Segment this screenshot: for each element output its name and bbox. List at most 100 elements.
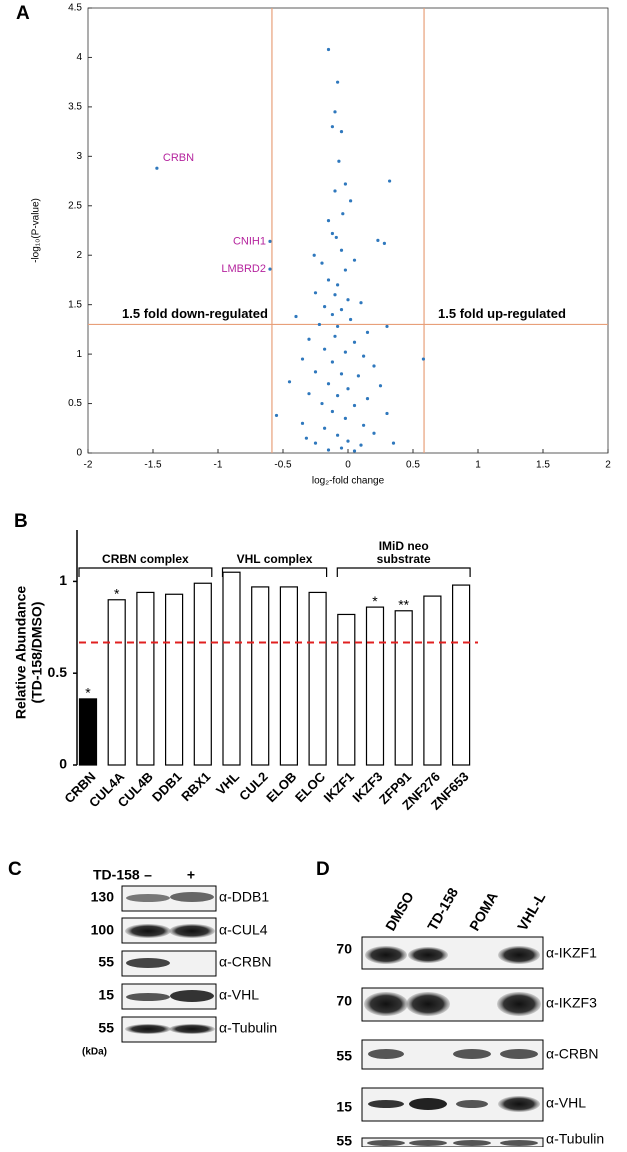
- x-tick-label: 2: [605, 460, 611, 471]
- point: [336, 324, 340, 329]
- point: [421, 357, 425, 361]
- point: [346, 439, 350, 443]
- band: [497, 992, 541, 1016]
- group-label: VHL complex: [236, 552, 313, 566]
- y-axis-label: (TD-158/DMSO): [29, 602, 45, 704]
- band: [409, 1098, 447, 1110]
- y-axis-label: Relative Abundance: [13, 586, 29, 720]
- band: [368, 1100, 404, 1108]
- point: [333, 189, 337, 193]
- point: [343, 350, 347, 354]
- marker: 55: [336, 1133, 352, 1147]
- bar: [78, 698, 98, 766]
- point: [337, 159, 341, 163]
- y-tick-label: 4.5: [68, 3, 82, 14]
- antibody: α-IKZF1: [546, 945, 597, 961]
- point: [300, 357, 305, 361]
- point: [359, 443, 363, 447]
- x-tick-label: 1.5: [536, 460, 550, 471]
- y-tick-label: 0.5: [68, 398, 82, 409]
- marker: 15: [336, 1099, 352, 1115]
- group-label: CRBN complex: [102, 552, 189, 566]
- bar: [251, 586, 270, 766]
- point: [268, 267, 272, 271]
- point-label: CNIH1: [233, 235, 266, 247]
- y-tick-label: 3.5: [68, 102, 82, 113]
- point: [339, 130, 344, 134]
- bar: [308, 591, 327, 766]
- point: [356, 374, 360, 378]
- y-tick-label: 1: [59, 572, 67, 588]
- band: [456, 1100, 488, 1108]
- point: [365, 330, 370, 334]
- plot-frame: [87, 7, 609, 454]
- point: [330, 312, 334, 317]
- point: [339, 308, 344, 312]
- bar: [279, 586, 298, 766]
- bar: [222, 571, 241, 766]
- point: [343, 182, 347, 186]
- point: [155, 166, 159, 170]
- band: [498, 1096, 540, 1112]
- band: [169, 1024, 215, 1034]
- point: [268, 239, 272, 243]
- point: [323, 347, 327, 351]
- y-tick-label: 3: [76, 151, 82, 162]
- x-tick-label: CUL2: [236, 769, 271, 804]
- x-tick-label: 1: [475, 460, 481, 471]
- y-axis-label: -log₁₀(P-value): [31, 198, 42, 263]
- point: [352, 340, 357, 344]
- point: [330, 409, 334, 414]
- band: [409, 1140, 447, 1146]
- point: [313, 291, 318, 295]
- annotation: 1.5 fold up-regulated: [438, 306, 566, 321]
- x-tick-label: 0.5: [406, 460, 420, 471]
- point: [307, 337, 311, 341]
- point: [326, 382, 331, 386]
- marker: 100: [91, 922, 115, 938]
- point: [341, 212, 345, 216]
- point: [385, 411, 389, 416]
- antibody: α-CUL4: [219, 922, 268, 938]
- x-tick-label: RBX1: [178, 769, 213, 804]
- point: [330, 231, 334, 236]
- band: [125, 924, 171, 938]
- point: [330, 360, 334, 364]
- point: [339, 372, 344, 376]
- bar: [136, 591, 155, 766]
- band: [498, 946, 540, 964]
- antibody: α-IKZF3: [546, 995, 597, 1011]
- point: [323, 305, 327, 309]
- band: [367, 1140, 405, 1146]
- point: [300, 421, 305, 425]
- band: [170, 990, 214, 1002]
- point: [320, 401, 324, 406]
- point: [372, 364, 376, 368]
- band: [126, 993, 170, 1001]
- point: [304, 436, 308, 440]
- y-tick-label: 2.5: [68, 200, 82, 211]
- bracket: [78, 567, 213, 577]
- point: [362, 354, 366, 358]
- point: [333, 334, 337, 338]
- antibody: α-CRBN: [219, 954, 271, 970]
- marker: 15: [98, 987, 114, 1003]
- point: [313, 370, 318, 374]
- band: [169, 924, 215, 938]
- panel-label: D: [316, 859, 330, 880]
- x-tick-label: IKZF1: [321, 769, 357, 805]
- lane-label: VHL-L: [514, 889, 549, 933]
- point: [362, 423, 366, 427]
- band: [170, 892, 214, 902]
- band: [125, 1024, 171, 1034]
- point: [346, 387, 350, 391]
- point: [339, 446, 344, 450]
- point: [294, 314, 298, 319]
- point: [352, 449, 357, 453]
- marker: 130: [91, 889, 115, 905]
- bar: [365, 606, 385, 766]
- point: [376, 238, 380, 242]
- lane-label: TD-158: [424, 885, 461, 934]
- antibody: α-DDB1: [219, 889, 269, 905]
